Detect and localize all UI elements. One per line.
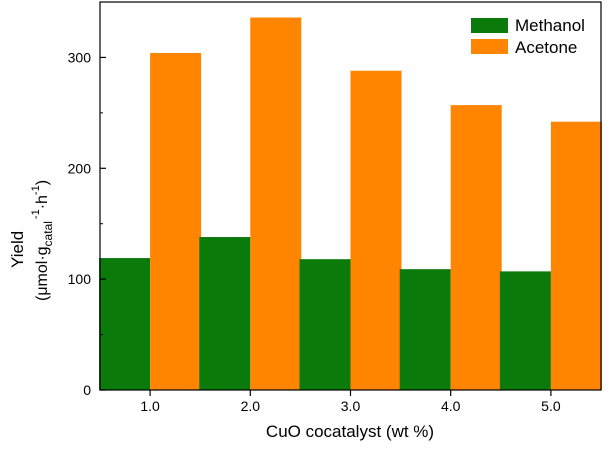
bar-methanol-2.0 (199, 237, 251, 390)
bar-methanol-3.0 (299, 259, 351, 390)
ticks-layer: 1.0 2.0 3.0 4.0 5.0 0 100 200 300 (68, 49, 561, 414)
y-unit-sup2: -1 (30, 185, 42, 195)
y-unit-suffix: ) (34, 180, 51, 185)
bar-methanol-5.0 (499, 271, 551, 390)
x-tick-label: 3.0 (341, 398, 361, 414)
y-unit-sup1: -1 (30, 209, 42, 219)
bar-methanol-1.0 (99, 258, 151, 390)
y-unit-h: ·h (34, 195, 51, 209)
legend-swatch-acetone (471, 39, 508, 54)
y-tick-label: 100 (68, 271, 92, 287)
legend-label-acetone: Acetone (515, 38, 577, 57)
x-tick-label: 2.0 (241, 398, 261, 414)
y-axis-label-line2: (μmol·gcatal -1·h-1) (30, 180, 55, 301)
bar-acetone-3.0 (350, 70, 402, 390)
y-axis-label-line1: Yield (8, 231, 27, 268)
bars-layer (99, 17, 602, 391)
y-axis-label-units: (μmol·gcatal -1·h-1) (30, 180, 55, 301)
x-tick-label: 1.0 (140, 398, 160, 414)
bar-acetone-1.0 (150, 52, 202, 390)
y-unit-prefix: (μmol·g (34, 246, 51, 301)
bar-acetone-5.0 (550, 121, 602, 391)
bar-acetone-4.0 (450, 105, 502, 391)
y-unit-sub: catal (41, 221, 55, 246)
x-tick-label: 5.0 (541, 398, 561, 414)
bar-acetone-2.0 (250, 17, 302, 391)
y-axis-label: Yield (8, 231, 27, 268)
legend: Methanol Acetone (471, 16, 585, 57)
legend-swatch-methanol (471, 18, 508, 33)
x-tick-label: 4.0 (441, 398, 461, 414)
y-tick-label: 200 (68, 160, 92, 176)
bar-methanol-4.0 (399, 269, 451, 390)
y-tick-label: 300 (68, 49, 92, 65)
y-tick-label: 0 (83, 382, 91, 398)
x-axis-label: CuO cocatalyst (wt %) (266, 422, 434, 441)
legend-label-methanol: Methanol (515, 16, 585, 35)
